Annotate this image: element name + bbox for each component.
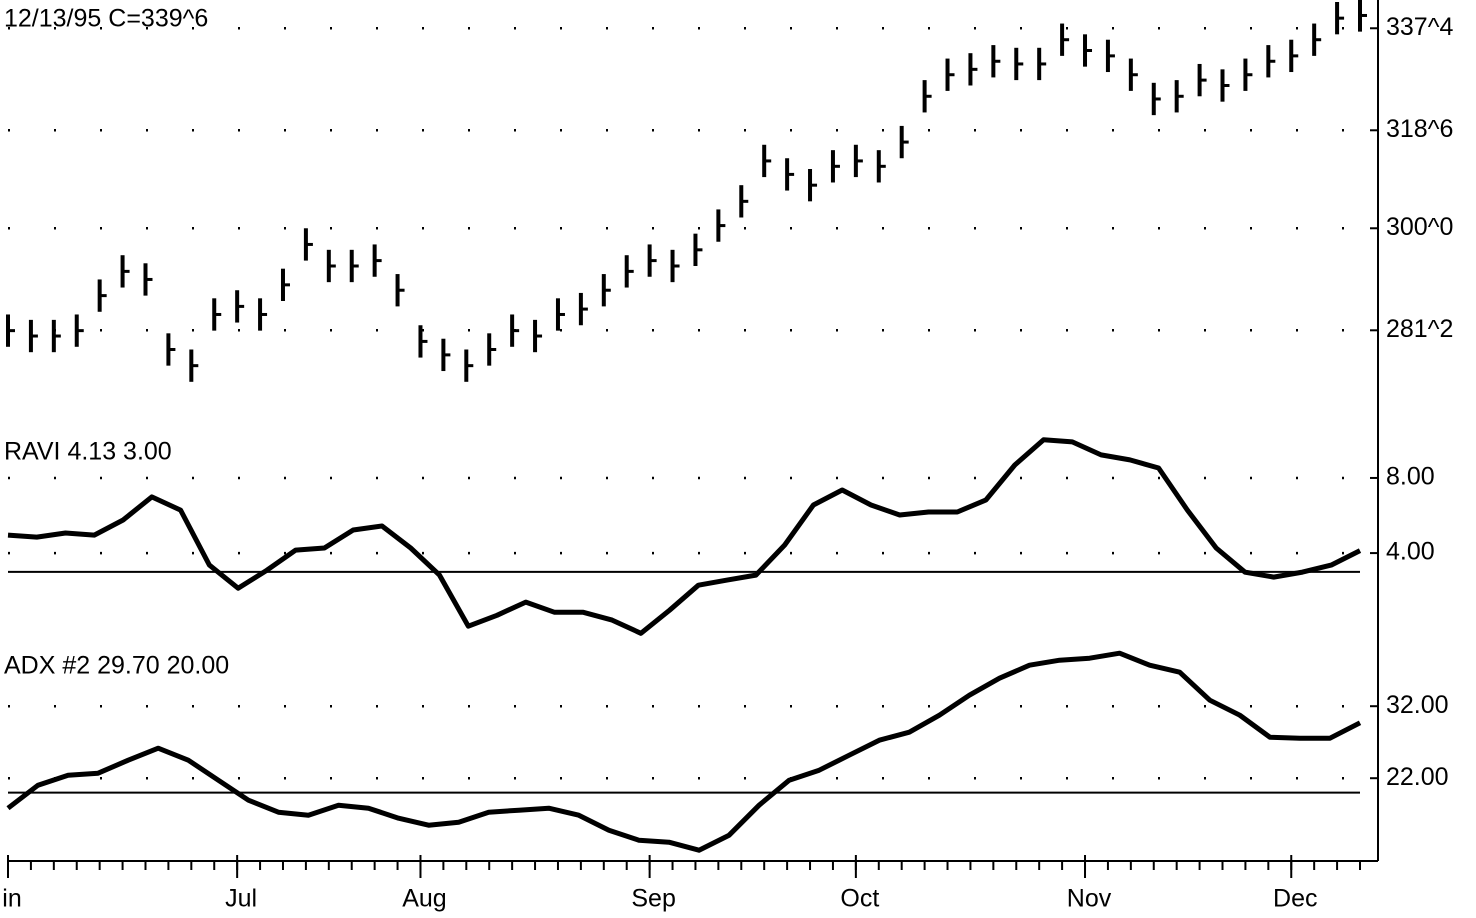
y-tick-label: 300^0: [1386, 213, 1453, 241]
y-tick-label: 8.00: [1386, 463, 1435, 491]
panel-title: ADX #2 29.70 20.00: [4, 652, 229, 680]
x-tick-label: in: [2, 885, 21, 913]
x-tick-label: Oct: [840, 885, 879, 913]
x-tick-label: Dec: [1273, 885, 1317, 913]
x-tick-label: Jul: [225, 885, 257, 913]
y-tick-label: 337^4: [1386, 13, 1453, 41]
panel-title: RAVI 4.13 3.00: [4, 438, 172, 466]
y-tick-label: 32.00: [1386, 691, 1449, 719]
y-tick-label: 318^6: [1386, 115, 1453, 143]
x-tick-label: Sep: [631, 885, 675, 913]
indicator-line: [6, 650, 1362, 853]
panel-title: 12/13/95 C=339^6: [4, 5, 208, 33]
y-tick-label: 281^2: [1386, 315, 1453, 343]
y-tick-label: 4.00: [1386, 538, 1435, 566]
indicator-line: [7, 437, 1362, 636]
x-tick-label: Aug: [402, 885, 446, 913]
y-tick-label: 22.00: [1386, 763, 1449, 791]
x-tick-label: Nov: [1067, 885, 1112, 913]
